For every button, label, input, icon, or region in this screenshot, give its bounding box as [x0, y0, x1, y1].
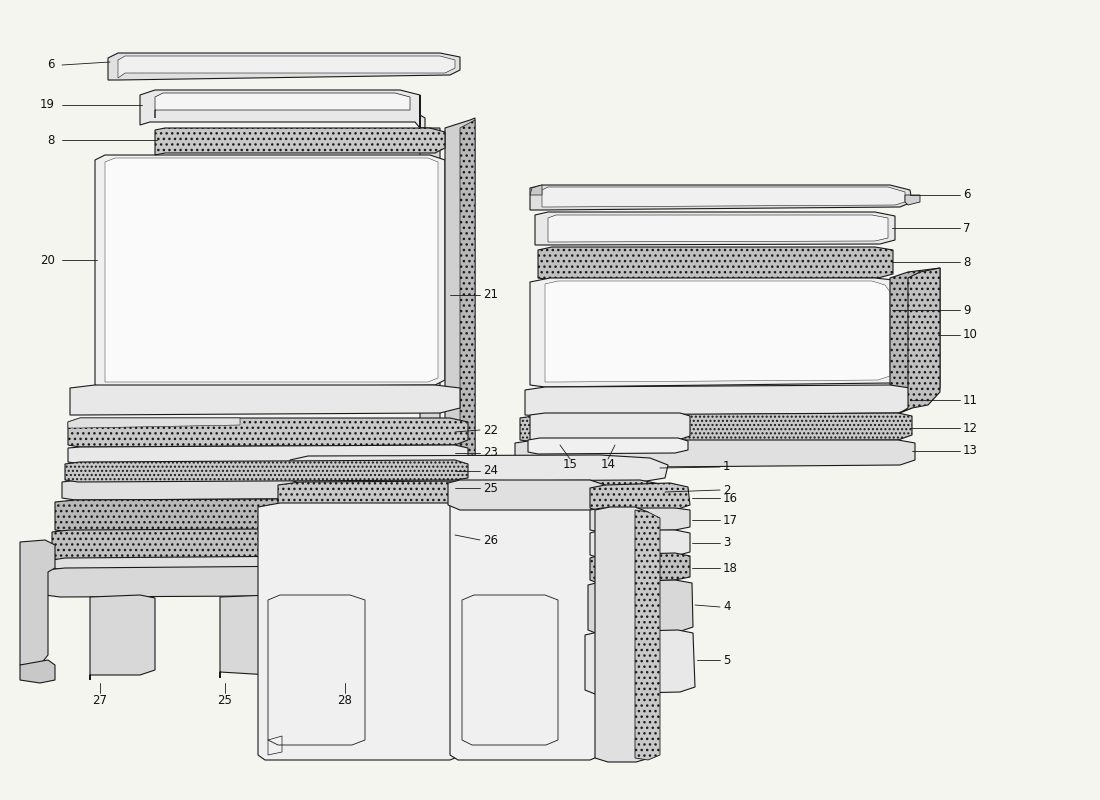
Polygon shape: [118, 56, 455, 78]
Polygon shape: [900, 268, 940, 413]
Text: 9: 9: [962, 303, 970, 317]
Polygon shape: [515, 440, 915, 468]
Polygon shape: [278, 480, 672, 508]
Polygon shape: [20, 540, 55, 665]
Polygon shape: [530, 413, 690, 442]
Text: 8: 8: [962, 255, 970, 269]
Text: 6: 6: [47, 58, 55, 71]
Polygon shape: [544, 281, 890, 382]
Text: 6: 6: [962, 189, 970, 202]
Text: 18: 18: [723, 562, 738, 574]
Text: 13: 13: [962, 445, 978, 458]
Polygon shape: [65, 460, 467, 482]
Text: 16: 16: [723, 491, 738, 505]
Polygon shape: [420, 95, 440, 745]
Text: 25: 25: [218, 694, 232, 706]
Text: 27: 27: [92, 694, 108, 706]
Text: 4: 4: [723, 601, 730, 614]
Polygon shape: [590, 530, 690, 558]
Text: 17: 17: [723, 514, 738, 526]
Text: 1: 1: [723, 461, 730, 474]
Polygon shape: [530, 185, 542, 195]
Polygon shape: [52, 528, 468, 562]
Polygon shape: [542, 187, 905, 207]
Text: 26: 26: [483, 534, 498, 546]
Polygon shape: [490, 620, 510, 705]
Polygon shape: [68, 418, 468, 447]
Polygon shape: [52, 555, 465, 570]
Polygon shape: [890, 268, 940, 392]
Polygon shape: [55, 498, 468, 532]
Polygon shape: [460, 568, 490, 742]
Polygon shape: [448, 480, 618, 510]
Polygon shape: [590, 508, 690, 532]
Polygon shape: [905, 195, 920, 205]
Polygon shape: [528, 438, 688, 454]
Polygon shape: [535, 212, 895, 245]
Polygon shape: [220, 595, 285, 678]
Polygon shape: [330, 595, 395, 676]
Text: 23: 23: [483, 446, 498, 459]
Polygon shape: [62, 478, 468, 500]
Polygon shape: [450, 500, 602, 760]
Text: 5: 5: [723, 654, 730, 666]
Text: 3: 3: [723, 537, 730, 550]
Text: 22: 22: [483, 423, 498, 437]
Text: 19: 19: [40, 98, 55, 111]
Polygon shape: [590, 483, 690, 512]
Polygon shape: [525, 385, 912, 416]
Polygon shape: [70, 385, 460, 415]
Text: 8: 8: [47, 134, 55, 146]
Text: 12: 12: [962, 422, 978, 434]
Text: 7: 7: [962, 222, 970, 234]
Text: 24: 24: [483, 465, 498, 478]
Polygon shape: [20, 660, 55, 683]
Text: 14: 14: [601, 458, 616, 471]
Polygon shape: [258, 503, 462, 760]
Polygon shape: [530, 185, 912, 210]
Polygon shape: [590, 553, 690, 583]
Text: 25: 25: [483, 482, 498, 494]
Polygon shape: [520, 413, 912, 442]
Polygon shape: [155, 93, 410, 118]
Polygon shape: [104, 158, 438, 382]
Text: 20: 20: [40, 254, 55, 266]
Text: 2: 2: [723, 483, 730, 497]
Text: 10: 10: [962, 329, 978, 342]
Polygon shape: [585, 630, 695, 694]
Text: 11: 11: [962, 394, 978, 406]
Text: 15: 15: [562, 458, 578, 471]
Polygon shape: [140, 90, 425, 128]
Polygon shape: [68, 418, 240, 428]
Polygon shape: [548, 215, 888, 242]
Polygon shape: [155, 128, 446, 155]
Polygon shape: [68, 445, 468, 464]
Polygon shape: [588, 580, 693, 634]
Polygon shape: [45, 565, 475, 597]
Polygon shape: [635, 510, 660, 760]
Polygon shape: [108, 53, 460, 80]
Polygon shape: [290, 455, 668, 483]
Polygon shape: [530, 278, 900, 387]
Polygon shape: [446, 118, 475, 740]
Polygon shape: [538, 247, 893, 280]
Polygon shape: [95, 155, 446, 388]
Text: 28: 28: [338, 694, 352, 706]
Polygon shape: [90, 595, 155, 680]
Polygon shape: [595, 507, 650, 762]
Text: 21: 21: [483, 289, 498, 302]
Polygon shape: [460, 120, 475, 735]
